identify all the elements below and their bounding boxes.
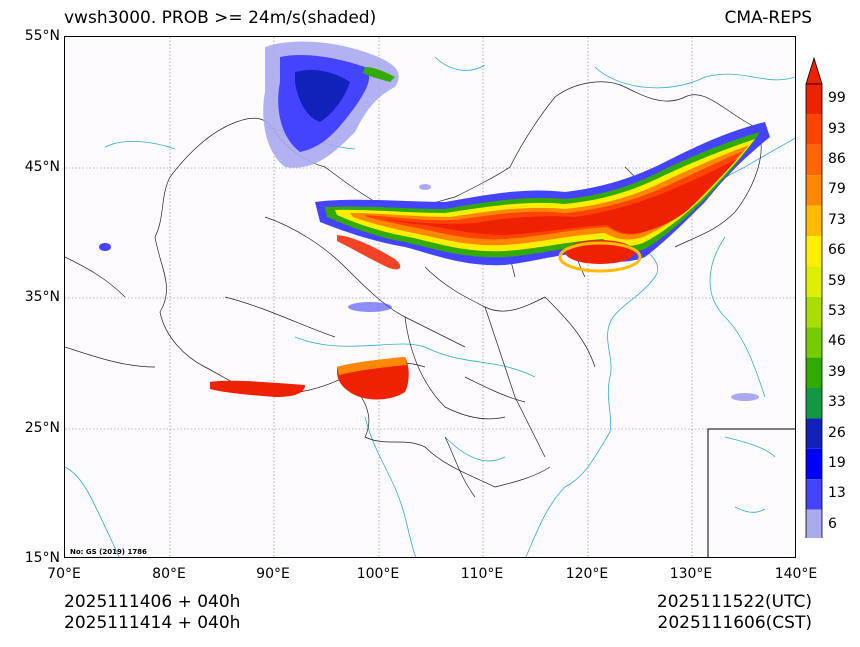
lon-label-80: 80°E	[152, 566, 186, 582]
graticule	[65, 37, 795, 557]
colorbar-label-79: 79	[828, 181, 846, 198]
plot-title: vwsh3000. PROB >= 24m/s(shaded)	[64, 8, 377, 28]
colorbar-arrow-top	[805, 56, 823, 85]
valid-time-block: 2025111522(UTC) 2025111606(CST)	[657, 592, 812, 634]
map-approval-note: No: GS (2019) 1786	[70, 548, 147, 556]
colorbar-label-39: 39	[828, 363, 846, 380]
valid-time-cst: 2025111606(CST)	[657, 613, 812, 633]
colorbar-label-66: 66	[828, 242, 846, 259]
colorbar-swatch-6	[806, 509, 822, 538]
lon-label-120: 120°E	[565, 566, 609, 582]
lat-label-15: 15°N	[24, 550, 60, 566]
lon-label-100: 100°E	[356, 566, 400, 582]
colorbar-swatch-53	[806, 296, 822, 328]
colorbar-label-59: 59	[828, 272, 846, 289]
lat-label-25: 25°N	[24, 420, 60, 436]
colorbar-swatch-73	[806, 205, 822, 236]
lon-label-110: 110°E	[460, 566, 504, 582]
lat-label-45: 45°N	[24, 159, 60, 175]
colorbar-swatch-99	[806, 84, 822, 115]
init-time-utc: 2025111406 + 040h	[64, 592, 241, 612]
colorbar-swatch-66	[806, 236, 822, 267]
colorbar-label-6: 6	[828, 515, 837, 532]
lon-label-90: 90°E	[256, 566, 290, 582]
lat-label-35: 35°N	[24, 289, 60, 305]
colorbar-swatch-86	[806, 144, 822, 176]
map-canvas	[65, 37, 795, 557]
probability-shading	[99, 41, 770, 401]
init-time-block: 2025111406 + 040h 2025111414 + 040h	[64, 592, 240, 634]
colorbar-label-19: 19	[828, 455, 846, 471]
colorbar-swatch-46	[806, 327, 822, 358]
colorbar-label-33: 33	[828, 394, 846, 411]
colorbar	[805, 56, 823, 538]
valid-time-utc: 2025111522(UTC)	[656, 592, 812, 612]
colorbar-label-53: 53	[828, 303, 846, 319]
lat-label-55: 55°N	[24, 28, 60, 44]
lon-label-70: 70°E	[47, 566, 81, 582]
colorbar-swatch-19	[806, 448, 822, 480]
coastlines	[65, 56, 795, 557]
colorbar-label-13: 13	[828, 485, 846, 502]
colorbar-label-99: 99	[828, 90, 846, 107]
colorbar-label-46: 46	[828, 333, 846, 350]
boundaries	[65, 81, 762, 498]
lon-label-130: 130°E	[669, 566, 713, 582]
colorbar-swatch-59	[806, 266, 822, 297]
colorbar-swatch-13	[806, 479, 822, 510]
colorbar-swatch-39	[806, 357, 822, 388]
colorbar-swatch-26	[806, 418, 822, 449]
init-time-cst: 2025111414 + 040h	[64, 613, 241, 633]
inset-box	[707, 428, 795, 557]
lon-label-140: 140°E	[774, 566, 818, 582]
colorbar-label-86: 86	[828, 151, 846, 167]
colorbar-swatch-79	[806, 175, 822, 206]
colorbar-label-93: 93	[828, 120, 846, 137]
colorbar-swatch-93	[806, 114, 822, 145]
colorbar-label-26: 26	[828, 424, 846, 441]
map-panel	[64, 36, 796, 558]
colorbar-label-73: 73	[828, 211, 846, 228]
colorbar-swatch-33	[806, 388, 822, 419]
model-name: CMA-REPS	[724, 8, 812, 28]
